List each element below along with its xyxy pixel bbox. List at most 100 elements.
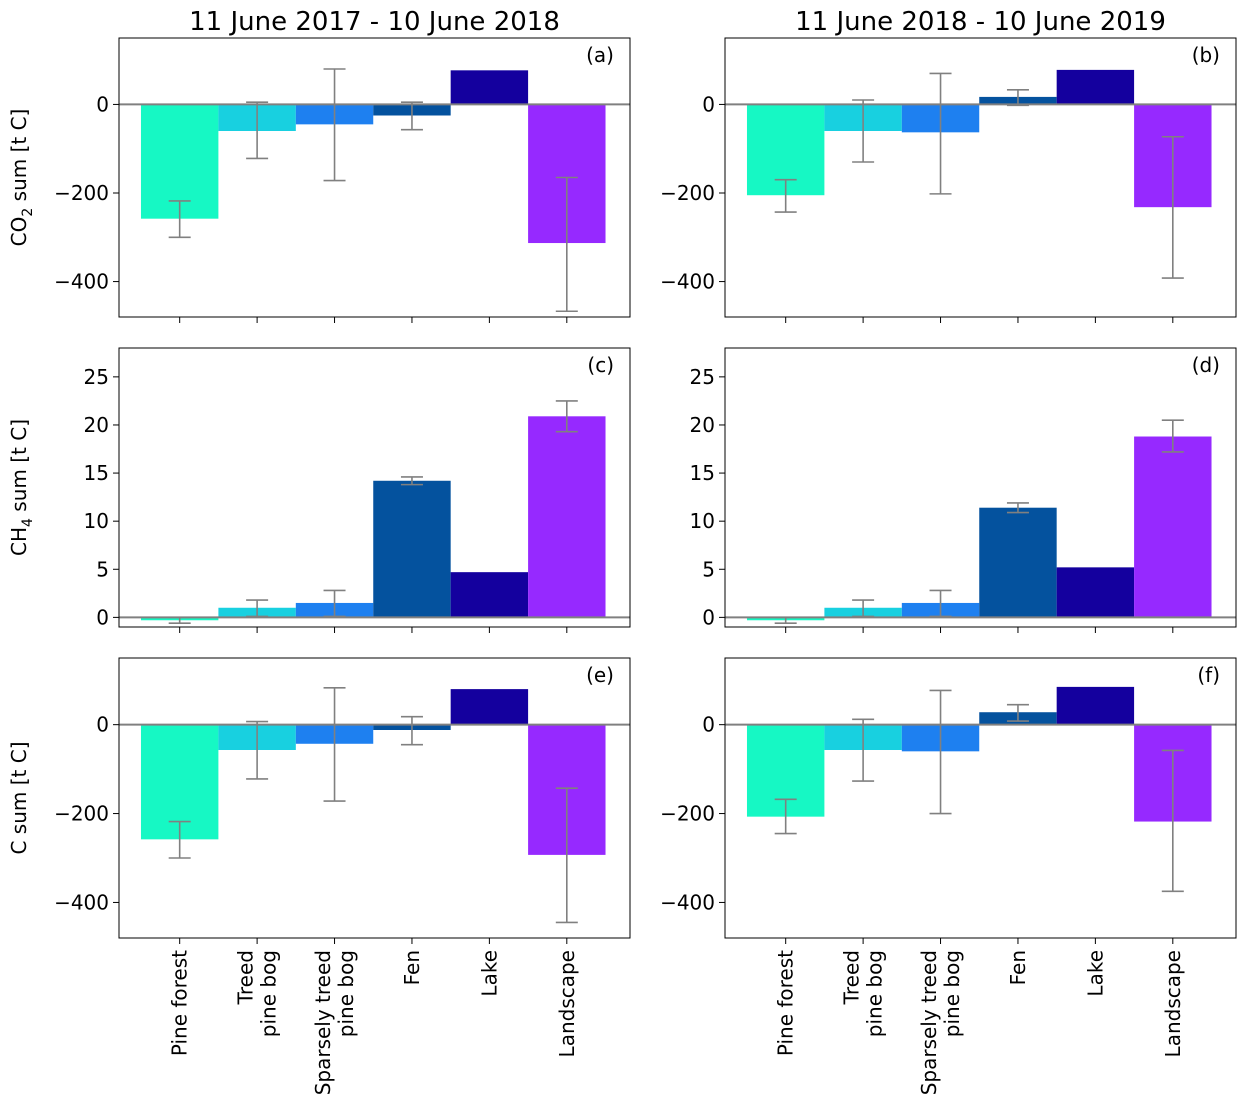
column-title: 11 June 2017 - 10 June 2018 — [189, 7, 560, 37]
category-label: Treed — [234, 950, 258, 1005]
y-axis-label-part: sum [t C] — [7, 419, 31, 518]
panel-tag: (d) — [1192, 353, 1220, 377]
y-tick-label: −400 — [660, 890, 715, 914]
y-tick-label: 0 — [96, 92, 109, 116]
category-label: Sparsely treed — [311, 950, 335, 1095]
axes-frame — [724, 657, 1237, 939]
y-axis-label-part: sum [t C] — [7, 109, 31, 208]
y-tick-label: −400 — [660, 270, 715, 294]
y-tick-label: 0 — [702, 92, 715, 116]
axes-frame — [118, 37, 631, 318]
y-axis-label-part: CO — [7, 217, 31, 247]
y-axis-label: CH4 sum [t C] — [7, 419, 36, 556]
error-bar — [1006, 703, 1029, 722]
category-label: pine bog — [940, 950, 964, 1037]
bar-lake — [1056, 567, 1135, 618]
y-tick-label: 0 — [702, 605, 715, 629]
panel-a: −400 −200 0 (a) — [54, 37, 631, 323]
error-bar — [168, 200, 191, 239]
error-bar — [1006, 502, 1029, 514]
y-tick-label: 5 — [702, 557, 715, 581]
axes-frame — [118, 347, 631, 628]
y-tick-label: 15 — [84, 461, 109, 485]
category-label: Lake — [477, 950, 501, 997]
y-axis-label: CO2 sum [t C] — [7, 109, 36, 247]
error-bar — [852, 599, 875, 618]
y-tick-label: −200 — [54, 181, 109, 205]
bar-lake — [1056, 69, 1135, 105]
error-bar — [323, 68, 346, 182]
error-bar — [168, 820, 191, 859]
y-tick-label: 20 — [84, 413, 109, 437]
y-tick-label: 15 — [690, 461, 715, 485]
bar-lake — [1056, 686, 1135, 725]
error-bar — [1161, 749, 1184, 893]
y-tick-label: 25 — [84, 365, 109, 389]
error-bar — [929, 72, 952, 195]
error-bar — [555, 787, 578, 924]
panel-b: −400 −200 0 (b) — [660, 37, 1237, 323]
error-bar — [929, 589, 952, 618]
error-bar — [400, 715, 423, 746]
error-bar — [168, 616, 191, 624]
error-bar — [323, 686, 346, 802]
bar-fen — [979, 507, 1057, 618]
category-label: Fen — [1006, 950, 1030, 985]
category-label: pine bog — [863, 950, 887, 1037]
error-bar — [774, 178, 797, 213]
panel-tag: (c) — [587, 353, 614, 377]
category-label: Landscape — [555, 950, 579, 1057]
bar-pine-forest — [140, 724, 219, 840]
error-bar — [929, 689, 952, 815]
y-tick-label: 10 — [84, 509, 109, 533]
bar-lake — [450, 689, 529, 725]
bar-landscape — [1134, 436, 1212, 618]
y-axis-label: C sum [t C] — [7, 741, 31, 854]
error-bar — [1161, 419, 1184, 453]
axes-frame — [724, 347, 1237, 628]
y-axis-label-part: CH — [7, 527, 31, 556]
axes-frame — [118, 657, 631, 939]
y-tick-label: 0 — [96, 713, 109, 737]
category-label: Sparsely treed — [917, 950, 941, 1095]
category-label: Pine forest — [168, 950, 192, 1056]
panel-tag: (b) — [1192, 43, 1220, 67]
bar-fen — [373, 480, 451, 618]
y-axis-label-part: C sum [t C] — [7, 741, 31, 854]
category-label: Pine forest — [774, 950, 798, 1056]
y-tick-label: 5 — [96, 557, 109, 581]
bar-lake — [450, 70, 529, 105]
error-bar — [555, 400, 578, 433]
y-tick-label: −400 — [54, 890, 109, 914]
error-bar — [555, 176, 578, 313]
y-axis-label-subscript: 2 — [20, 208, 36, 217]
error-bar — [774, 616, 797, 624]
category-label: pine bog — [257, 950, 281, 1037]
category-label: Treed — [840, 950, 864, 1005]
bar-lake — [450, 572, 529, 618]
error-bar — [246, 101, 269, 160]
error-bar — [1006, 89, 1029, 107]
y-tick-label: 20 — [690, 413, 715, 437]
category-label: pine bog — [334, 950, 358, 1037]
error-bar — [400, 101, 423, 131]
bar-pine-forest — [140, 104, 219, 219]
panel-tag: (e) — [586, 663, 614, 687]
axes-frame — [724, 37, 1237, 318]
y-tick-label: 25 — [690, 365, 715, 389]
error-bar — [774, 798, 797, 835]
error-bar — [852, 718, 875, 782]
panel-d: 0 5 10 15 20 25 (d) — [690, 347, 1237, 633]
category-label: Landscape — [1161, 950, 1185, 1057]
category-label: Fen — [400, 950, 424, 985]
error-bar — [246, 720, 269, 780]
error-bar — [323, 589, 346, 618]
y-tick-label: −200 — [660, 802, 715, 826]
y-tick-label: −200 — [660, 181, 715, 205]
y-axis-label-subscript: 4 — [20, 518, 36, 527]
error-bar — [400, 476, 423, 486]
y-tick-label: 10 — [690, 509, 715, 533]
bar-landscape — [528, 416, 606, 618]
